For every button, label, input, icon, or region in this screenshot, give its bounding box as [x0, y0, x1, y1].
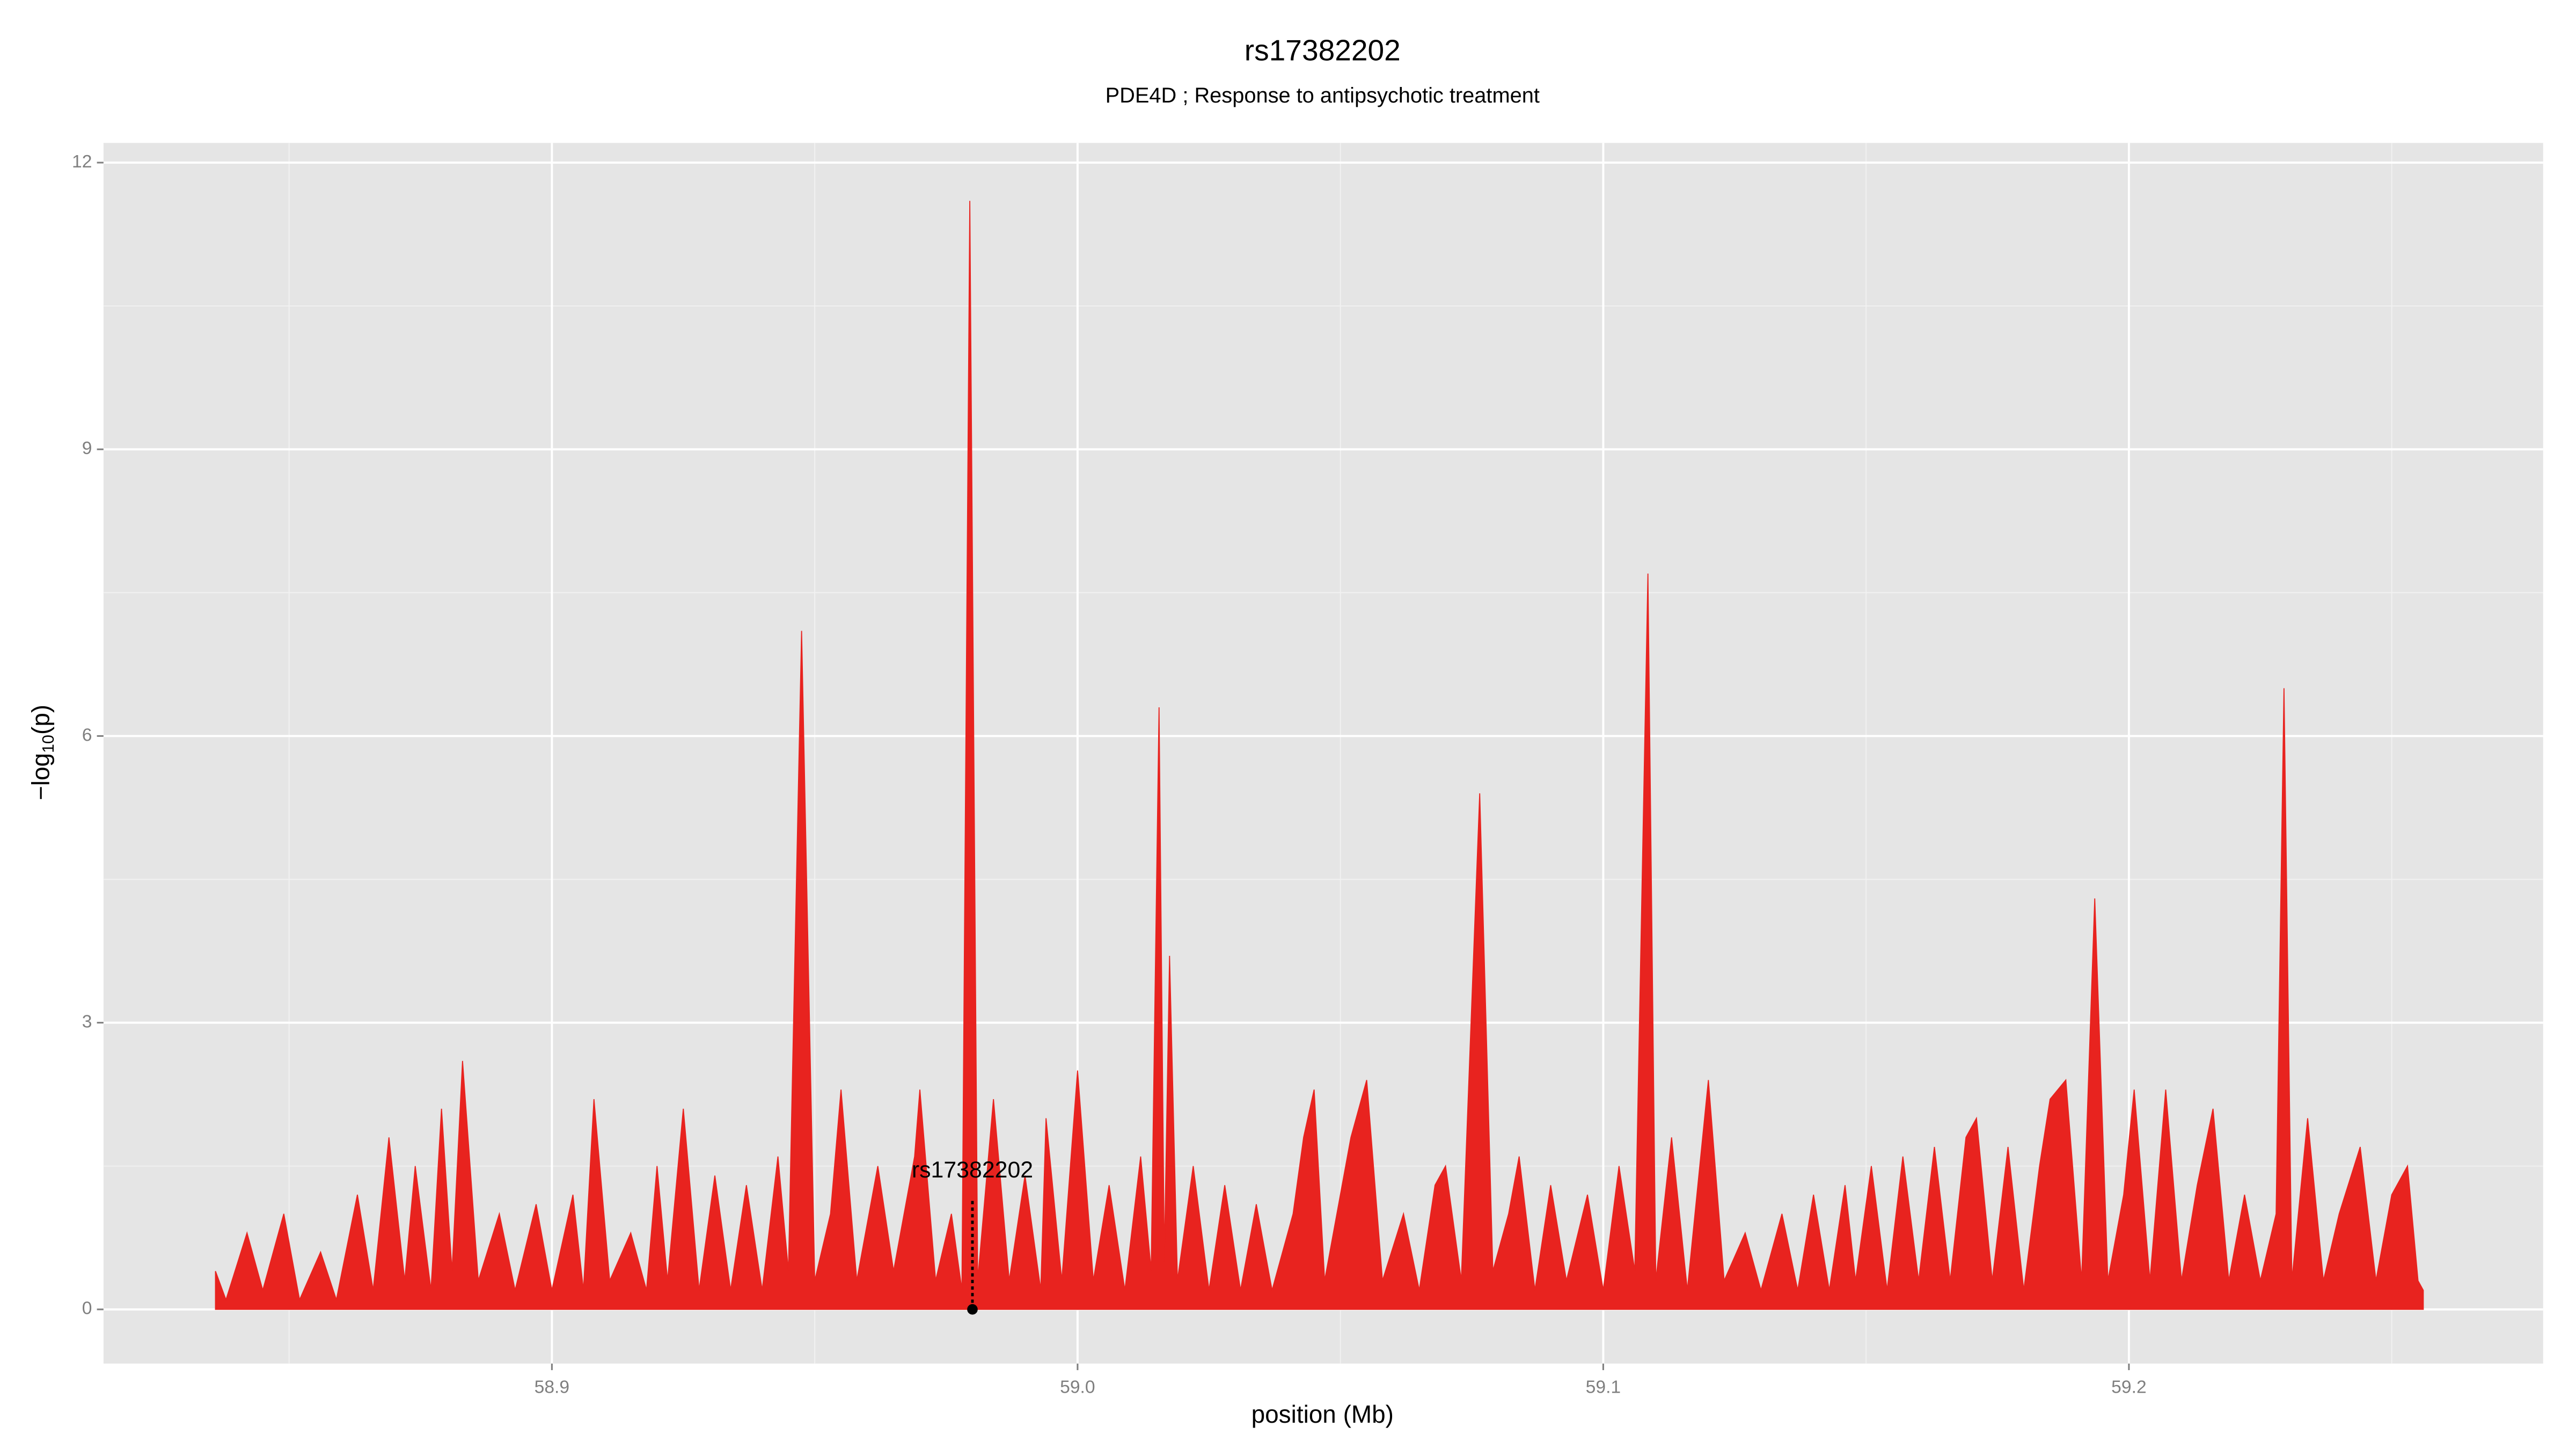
x-tick-label: 59.2 — [2111, 1378, 2147, 1397]
y-label-sub: 10 — [39, 735, 57, 753]
annotation-label: rs17382202 — [912, 1157, 1033, 1183]
x-axis-label: position (Mb) — [1252, 1400, 1394, 1428]
marks — [215, 201, 2424, 1315]
y-tick-label: 12 — [72, 152, 92, 172]
y-tick-label: 0 — [82, 1299, 92, 1319]
chart-title: rs17382202 — [1245, 34, 1401, 67]
y-label-part: −log — [27, 753, 55, 800]
y-tick-label: 9 — [82, 438, 92, 458]
x-tick-label: 59.1 — [1586, 1378, 1621, 1397]
y-axis-label: −log10(p) — [27, 705, 57, 800]
y-label-part: (p) — [27, 705, 55, 735]
area — [215, 201, 2424, 1310]
y-tick-label: 3 — [82, 1012, 92, 1032]
y-tick-label: 6 — [82, 725, 92, 745]
chart-subtitle: PDE4D ; Response to antipsychotic treatm… — [1106, 84, 1540, 107]
x-tick-label: 58.9 — [535, 1378, 570, 1397]
annotation-point — [967, 1304, 978, 1315]
x-tick-label: 59.0 — [1060, 1378, 1095, 1397]
